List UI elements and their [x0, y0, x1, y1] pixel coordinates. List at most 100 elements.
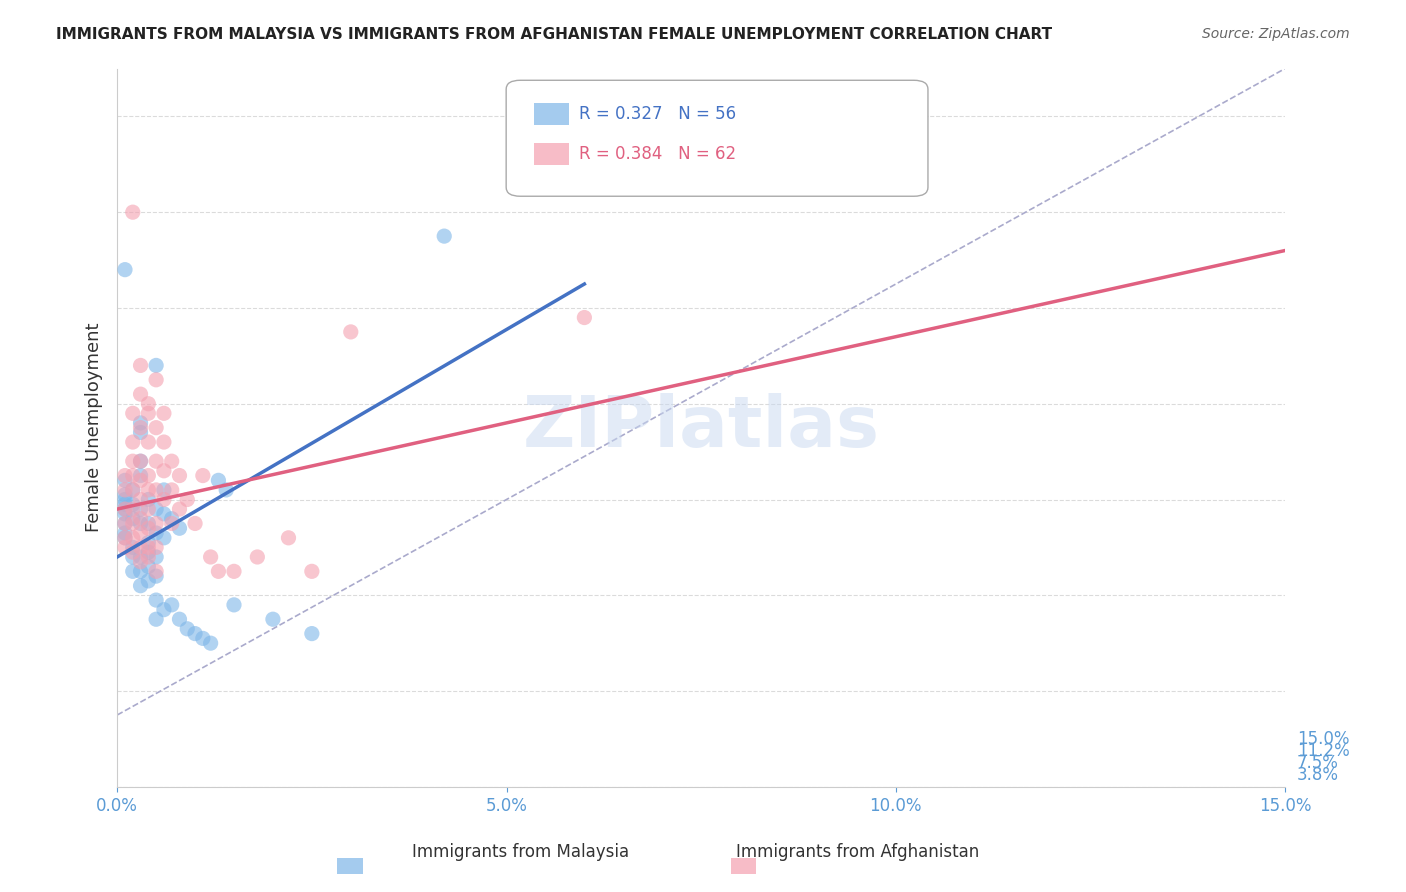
Point	[114, 516, 136, 531]
Point	[121, 545, 143, 559]
Point	[138, 435, 160, 450]
Text: 11.2%: 11.2%	[1296, 742, 1350, 760]
Point	[121, 406, 143, 420]
Point	[191, 468, 214, 483]
Point	[153, 602, 176, 616]
Point	[129, 549, 152, 564]
Point	[153, 406, 176, 420]
Point	[145, 516, 167, 531]
Point	[200, 549, 222, 564]
Point	[176, 622, 198, 636]
Point	[129, 387, 152, 401]
Point	[114, 531, 136, 545]
Point	[129, 454, 152, 468]
Point	[114, 497, 136, 511]
Point	[129, 425, 152, 440]
Text: R = 0.384   N = 62: R = 0.384 N = 62	[579, 145, 737, 163]
Point	[138, 541, 160, 555]
Point	[160, 516, 183, 531]
Point	[114, 483, 136, 497]
Point	[129, 541, 152, 555]
Point	[121, 483, 143, 497]
Point	[129, 416, 152, 430]
Point	[191, 632, 214, 646]
Point	[129, 516, 152, 531]
Point	[153, 492, 176, 507]
Point	[129, 511, 152, 525]
Point	[121, 502, 143, 516]
Point	[114, 468, 136, 483]
Point	[138, 574, 160, 588]
Point	[184, 516, 207, 531]
Point	[246, 549, 269, 564]
Point	[301, 626, 323, 640]
Point	[169, 502, 191, 516]
Point	[114, 531, 136, 545]
Point	[129, 492, 152, 507]
Text: R = 0.327   N = 56: R = 0.327 N = 56	[579, 105, 737, 123]
Point	[121, 541, 143, 555]
Point	[207, 565, 229, 579]
Point	[138, 502, 160, 516]
Point	[200, 636, 222, 650]
Point	[138, 397, 160, 411]
Text: ZIPlatlas: ZIPlatlas	[523, 393, 880, 462]
Point	[129, 555, 152, 569]
Point	[129, 359, 152, 373]
Point	[301, 565, 323, 579]
Point	[574, 310, 596, 325]
Point	[145, 541, 167, 555]
Point	[145, 549, 167, 564]
Text: 15.0%: 15.0%	[1296, 730, 1350, 748]
Point	[153, 531, 176, 545]
Point	[138, 516, 160, 531]
Point	[160, 511, 183, 525]
Point	[129, 474, 152, 488]
Point	[184, 626, 207, 640]
Text: 3.8%: 3.8%	[1296, 765, 1339, 784]
Text: Immigrants from Afghanistan: Immigrants from Afghanistan	[735, 843, 980, 861]
Point	[169, 521, 191, 535]
Point	[114, 474, 136, 488]
Point	[145, 593, 167, 607]
Point	[138, 468, 160, 483]
Point	[138, 545, 160, 559]
Point	[215, 483, 238, 497]
Point	[114, 502, 136, 516]
Point	[160, 454, 183, 468]
Point	[114, 502, 136, 516]
Point	[153, 435, 176, 450]
Point	[138, 492, 160, 507]
Point	[114, 541, 136, 555]
Point	[145, 526, 167, 541]
Point	[114, 507, 136, 521]
Point	[138, 521, 160, 535]
Text: Immigrants from Malaysia: Immigrants from Malaysia	[412, 843, 628, 861]
Point	[121, 531, 143, 545]
Point	[121, 483, 143, 497]
Point	[121, 549, 143, 564]
Point	[207, 474, 229, 488]
Point	[138, 483, 160, 497]
Point	[121, 516, 143, 531]
Point	[129, 502, 152, 516]
Point	[145, 359, 167, 373]
Point	[222, 565, 245, 579]
Point	[129, 526, 152, 541]
Point	[129, 565, 152, 579]
Point	[121, 435, 143, 450]
Point	[145, 373, 167, 387]
Point	[339, 325, 361, 339]
Point	[145, 483, 167, 497]
Point	[169, 612, 191, 626]
Point	[277, 531, 299, 545]
Point	[169, 468, 191, 483]
Point	[145, 612, 167, 626]
Point	[153, 507, 176, 521]
Point	[145, 502, 167, 516]
Point	[121, 468, 143, 483]
Point	[138, 559, 160, 574]
Point	[138, 549, 160, 564]
Text: Source: ZipAtlas.com: Source: ZipAtlas.com	[1202, 27, 1350, 41]
Point	[176, 492, 198, 507]
